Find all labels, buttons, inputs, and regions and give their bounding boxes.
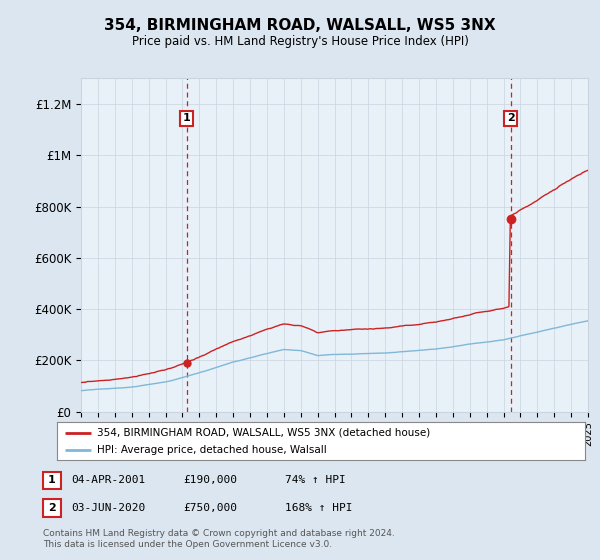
Text: 2: 2 bbox=[48, 503, 55, 513]
Text: £750,000: £750,000 bbox=[183, 503, 237, 513]
Text: 1: 1 bbox=[183, 113, 191, 123]
Text: 04-APR-2001: 04-APR-2001 bbox=[71, 475, 145, 486]
Text: 354, BIRMINGHAM ROAD, WALSALL, WS5 3NX: 354, BIRMINGHAM ROAD, WALSALL, WS5 3NX bbox=[104, 18, 496, 32]
Text: 354, BIRMINGHAM ROAD, WALSALL, WS5 3NX (detached house): 354, BIRMINGHAM ROAD, WALSALL, WS5 3NX (… bbox=[97, 427, 430, 437]
Text: 74% ↑ HPI: 74% ↑ HPI bbox=[285, 475, 346, 486]
Text: 168% ↑ HPI: 168% ↑ HPI bbox=[285, 503, 353, 513]
Text: 03-JUN-2020: 03-JUN-2020 bbox=[71, 503, 145, 513]
Text: £190,000: £190,000 bbox=[183, 475, 237, 486]
Text: Price paid vs. HM Land Registry's House Price Index (HPI): Price paid vs. HM Land Registry's House … bbox=[131, 35, 469, 49]
Text: 1: 1 bbox=[48, 475, 55, 486]
Text: HPI: Average price, detached house, Walsall: HPI: Average price, detached house, Wals… bbox=[97, 445, 326, 455]
Text: 2: 2 bbox=[507, 113, 514, 123]
Text: Contains HM Land Registry data © Crown copyright and database right 2024.
This d: Contains HM Land Registry data © Crown c… bbox=[43, 529, 395, 549]
